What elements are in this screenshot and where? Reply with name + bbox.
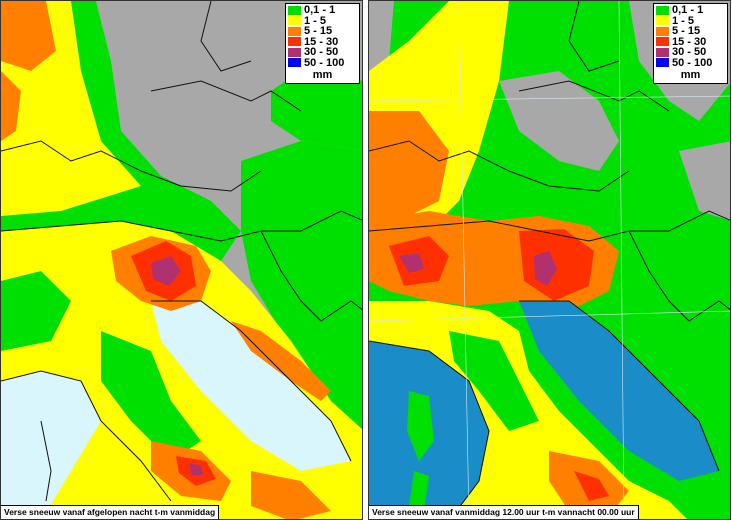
legend-label: 1 - 5 (304, 14, 327, 27)
legend-label: 0,1 - 1 (672, 4, 704, 17)
legend-swatch-3 (656, 26, 669, 36)
legend-label: 1 - 5 (672, 14, 695, 27)
legend-row: 50 - 100 (288, 56, 357, 69)
right-map-caption: Verse sneeuw vanaf vanmiddag 12.00 uur t… (369, 505, 639, 519)
legend-label: 5 - 15 (672, 25, 701, 38)
right-map-panel: 0,1 - 1 1 - 5 5 - 15 15 - 30 30 - 50 50 … (368, 0, 731, 520)
legend-swatch-2 (656, 16, 669, 26)
legend-row: 15 - 30 (656, 35, 725, 48)
legend-row: 5 - 15 (288, 26, 357, 37)
legend-label: 30 - 50 (672, 46, 707, 59)
legend-label: 15 - 30 (304, 35, 339, 48)
legend-row: 0,1 - 1 (656, 5, 725, 16)
left-map-caption: Verse sneeuw vanaf afgelopen nacht t-m v… (1, 505, 220, 519)
left-snow-map (1, 1, 362, 519)
legend-label: 5 - 15 (304, 25, 333, 38)
legend-row: 0,1 - 1 (288, 5, 357, 16)
legend-row: 30 - 50 (288, 47, 357, 58)
legend-label: 0,1 - 1 (304, 4, 336, 17)
legend-swatch-3 (288, 26, 301, 36)
legend-label: 50 - 100 (672, 56, 713, 69)
legend-row: 50 - 100 (656, 56, 725, 69)
legend-row: 30 - 50 (656, 47, 725, 58)
legend-row: 5 - 15 (656, 26, 725, 37)
legend-label: 30 - 50 (304, 46, 339, 59)
legend-unit: mm (312, 69, 333, 81)
left-map-panel: 0,1 - 1 1 - 5 5 - 15 15 - 30 30 - 50 50 … (0, 0, 363, 520)
legend-swatch-1 (288, 5, 301, 15)
left-legend: 0,1 - 1 1 - 5 5 - 15 15 - 30 30 - 50 50 … (285, 3, 360, 84)
legend-row: 1 - 5 (656, 14, 725, 27)
legend-row: 15 - 30 (288, 35, 357, 48)
legend-swatch-6 (288, 58, 301, 68)
legend-swatch-4 (656, 37, 669, 47)
legend-swatch-6 (656, 58, 669, 68)
legend-label: 50 - 100 (304, 56, 345, 69)
legend-unit: mm (680, 69, 701, 81)
right-legend: 0,1 - 1 1 - 5 5 - 15 15 - 30 30 - 50 50 … (653, 3, 728, 84)
legend-swatch-1 (656, 5, 669, 15)
legend-swatch-5 (656, 47, 669, 57)
legend-swatch-2 (288, 16, 301, 26)
legend-swatch-5 (288, 47, 301, 57)
right-snow-map (369, 1, 730, 519)
legend-label: 15 - 30 (672, 35, 707, 48)
legend-swatch-4 (288, 37, 301, 47)
legend-row: 1 - 5 (288, 14, 357, 27)
